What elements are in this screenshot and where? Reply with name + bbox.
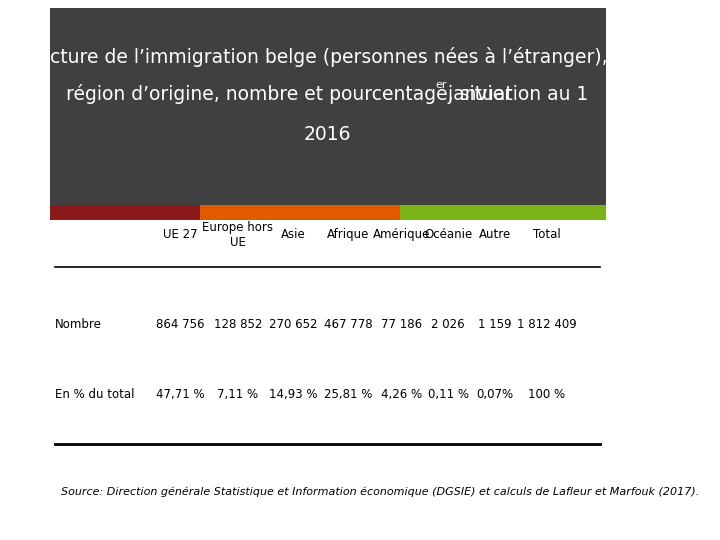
- Text: En % du total: En % du total: [55, 388, 135, 401]
- Text: 14,93 %: 14,93 %: [269, 388, 318, 401]
- Text: 7,11 %: 7,11 %: [217, 388, 258, 401]
- Text: 2016: 2016: [304, 125, 351, 145]
- Text: Autre: Autre: [479, 228, 510, 241]
- Text: 1 812 409: 1 812 409: [517, 318, 577, 330]
- Text: Europe hors
UE: Europe hors UE: [202, 221, 274, 249]
- Text: région d’origine, nombre et pourcentage, situation au 1: région d’origine, nombre et pourcentage,…: [66, 84, 589, 105]
- Text: UE 27: UE 27: [163, 228, 197, 241]
- Text: 128 852: 128 852: [214, 318, 262, 330]
- Text: 100 %: 100 %: [528, 388, 565, 401]
- Text: Source: Direction générale Statistique et Information économique (DGSIE) et calc: Source: Direction générale Statistique e…: [61, 486, 699, 497]
- Text: Océanie: Océanie: [424, 228, 472, 241]
- Text: Nombre: Nombre: [55, 318, 102, 330]
- Text: 47,71 %: 47,71 %: [156, 388, 204, 401]
- Text: 1 159: 1 159: [478, 318, 511, 330]
- Text: janvier: janvier: [442, 85, 513, 104]
- Text: 0,11 %: 0,11 %: [428, 388, 469, 401]
- Text: 2 026: 2 026: [431, 318, 465, 330]
- Text: 467 778: 467 778: [324, 318, 372, 330]
- Text: 270 652: 270 652: [269, 318, 318, 330]
- Text: 0,07%: 0,07%: [476, 388, 513, 401]
- Text: er: er: [436, 80, 447, 90]
- Text: Total: Total: [533, 228, 561, 241]
- FancyBboxPatch shape: [50, 205, 199, 220]
- Text: 25,81 %: 25,81 %: [324, 388, 372, 401]
- FancyBboxPatch shape: [400, 205, 606, 220]
- Text: Afrique: Afrique: [327, 228, 369, 241]
- FancyBboxPatch shape: [50, 8, 606, 205]
- Text: Amérique: Amérique: [373, 228, 431, 241]
- Text: Structure de l’immigration belge (personnes nées à l’étranger), par: Structure de l’immigration belge (person…: [11, 46, 644, 67]
- Text: Asie: Asie: [281, 228, 305, 241]
- FancyBboxPatch shape: [199, 205, 400, 220]
- Text: 4,26 %: 4,26 %: [382, 388, 423, 401]
- Text: 77 186: 77 186: [382, 318, 423, 330]
- Text: 864 756: 864 756: [156, 318, 204, 330]
